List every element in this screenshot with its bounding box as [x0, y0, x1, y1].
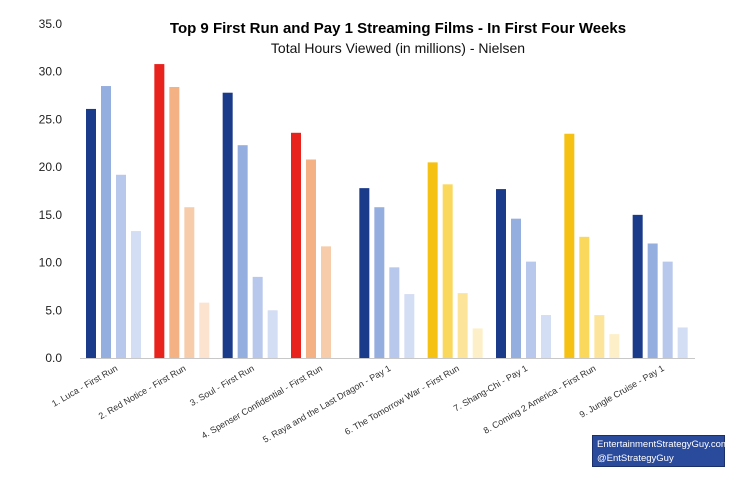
- bar: [496, 189, 506, 358]
- bar: [389, 267, 400, 358]
- x-tick-label: 6. The Tomorrow War - First Run: [343, 363, 461, 437]
- bar: [252, 276, 263, 358]
- bar: [662, 261, 673, 358]
- x-tick-label: 8. Coming 2 America - First Run: [482, 363, 598, 436]
- y-axis: 0.0 5.0 10.0 15.0 20.0 25.0 30.0 35.0: [39, 17, 63, 365]
- bar: [609, 334, 620, 358]
- bar: [579, 236, 590, 358]
- bar: [472, 328, 483, 358]
- y-tick-label: 25.0: [39, 112, 63, 126]
- bar: [404, 294, 415, 358]
- bar: [359, 188, 370, 358]
- x-tick-label: 5. Raya and the Last Dragon - Pay 1: [261, 363, 393, 445]
- credit-twitter: @EntStrategyGuy: [597, 453, 674, 464]
- bar: [647, 243, 658, 358]
- chart-title: Top 9 First Run and Pay 1 Streaming Film…: [170, 20, 626, 37]
- bar: [306, 159, 316, 358]
- bar: [677, 327, 688, 358]
- bar: [184, 207, 195, 358]
- bars-group: [86, 64, 688, 359]
- x-tick-label: 3. Soul - First Run: [188, 363, 256, 408]
- bar: [526, 261, 536, 358]
- bar: [86, 108, 96, 358]
- bar: [427, 162, 438, 358]
- bar: [511, 218, 521, 358]
- x-tick-label: 1. Luca - First Run: [50, 363, 119, 409]
- bar: [116, 174, 126, 358]
- bar: [632, 214, 643, 358]
- y-tick-label: 30.0: [39, 65, 63, 79]
- bar: [169, 86, 180, 359]
- y-tick-label: 35.0: [39, 17, 63, 31]
- bar: [291, 132, 301, 358]
- y-tick-label: 0.0: [45, 351, 62, 365]
- credit-box: EntertainmentStrategyGuy.com @EntStrateg…: [592, 435, 729, 467]
- bar: [564, 133, 575, 358]
- bar: [541, 315, 551, 358]
- x-tick-label: 4. Spenser Confidential - First Run: [200, 363, 325, 441]
- bar: [321, 246, 331, 358]
- bar: [154, 64, 165, 358]
- bar: [131, 231, 141, 358]
- bar: [222, 92, 233, 359]
- bar: [267, 310, 278, 358]
- credit-website: EntertainmentStrategyGuy.com: [597, 439, 729, 450]
- y-tick-label: 15.0: [39, 208, 63, 222]
- bar: [457, 293, 468, 358]
- bar: [594, 315, 605, 358]
- y-tick-label: 5.0: [45, 303, 62, 317]
- y-tick-label: 10.0: [39, 256, 63, 270]
- bar: [101, 86, 111, 359]
- bar: [374, 207, 385, 358]
- y-tick-label: 20.0: [39, 160, 63, 174]
- chart-subtitle: Total Hours Viewed (in millions) - Niels…: [271, 40, 525, 56]
- bar: [237, 145, 248, 358]
- bar: [199, 302, 210, 358]
- bar: [442, 184, 453, 358]
